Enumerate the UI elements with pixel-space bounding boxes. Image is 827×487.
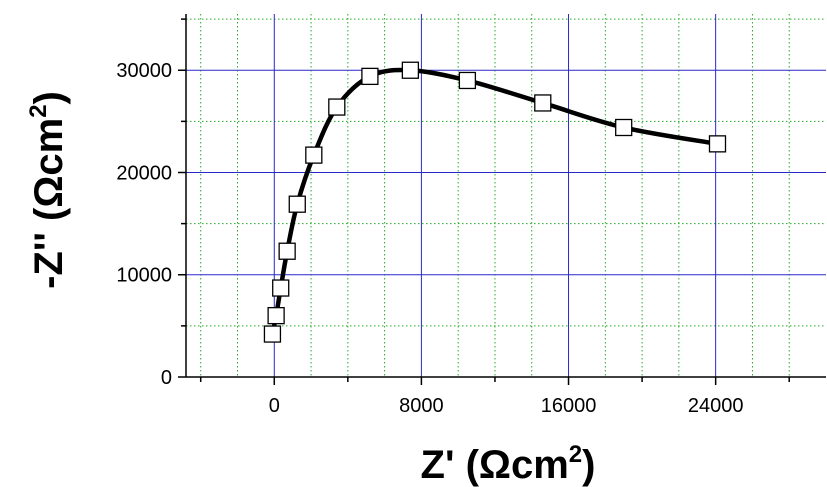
y-tick-label: 30000	[116, 60, 172, 82]
x-axis-title-main: Z' (Ωcm	[421, 443, 569, 487]
y-axis-title-close: )	[27, 91, 71, 104]
y-tick-label: 20000	[116, 162, 172, 184]
data-point-marker	[288, 195, 306, 213]
x-axis-title-close: )	[582, 443, 595, 487]
y-axis-title-main: -Z'' (Ωcm	[27, 118, 71, 289]
x-tick-label: 0	[269, 395, 280, 417]
x-axis-title-sup: 2	[569, 441, 582, 468]
grid	[186, 14, 826, 377]
data-point-marker	[534, 94, 552, 112]
x-tick-label: 16000	[541, 395, 597, 417]
tick-labels: 0 8000 16000 24000 0 10000 20000 30000	[116, 60, 743, 417]
data-point-marker	[361, 67, 379, 86]
data-point-marker	[267, 306, 285, 325]
y-axis-title-sup: 2	[25, 104, 52, 117]
data-point-marker	[278, 242, 296, 260]
data-point-marker	[615, 118, 633, 137]
data-point-marker	[328, 98, 346, 116]
x-axis-title: Z' (Ωcm2)	[421, 441, 596, 487]
y-tick-label: 0	[161, 367, 172, 389]
x-tick-label: 24000	[688, 395, 744, 417]
axes	[178, 14, 826, 385]
y-axis-title: -Z'' (Ωcm2)	[25, 91, 71, 289]
data-point-marker	[305, 146, 323, 164]
y-tick-label: 10000	[116, 265, 172, 287]
data-point-marker	[458, 71, 477, 90]
data-point-marker	[263, 325, 282, 343]
data-point-marker	[708, 135, 727, 153]
x-tick-label: 8000	[399, 395, 444, 417]
data-point-marker	[401, 61, 420, 79]
data-series	[263, 61, 727, 343]
data-point-marker	[272, 279, 290, 297]
